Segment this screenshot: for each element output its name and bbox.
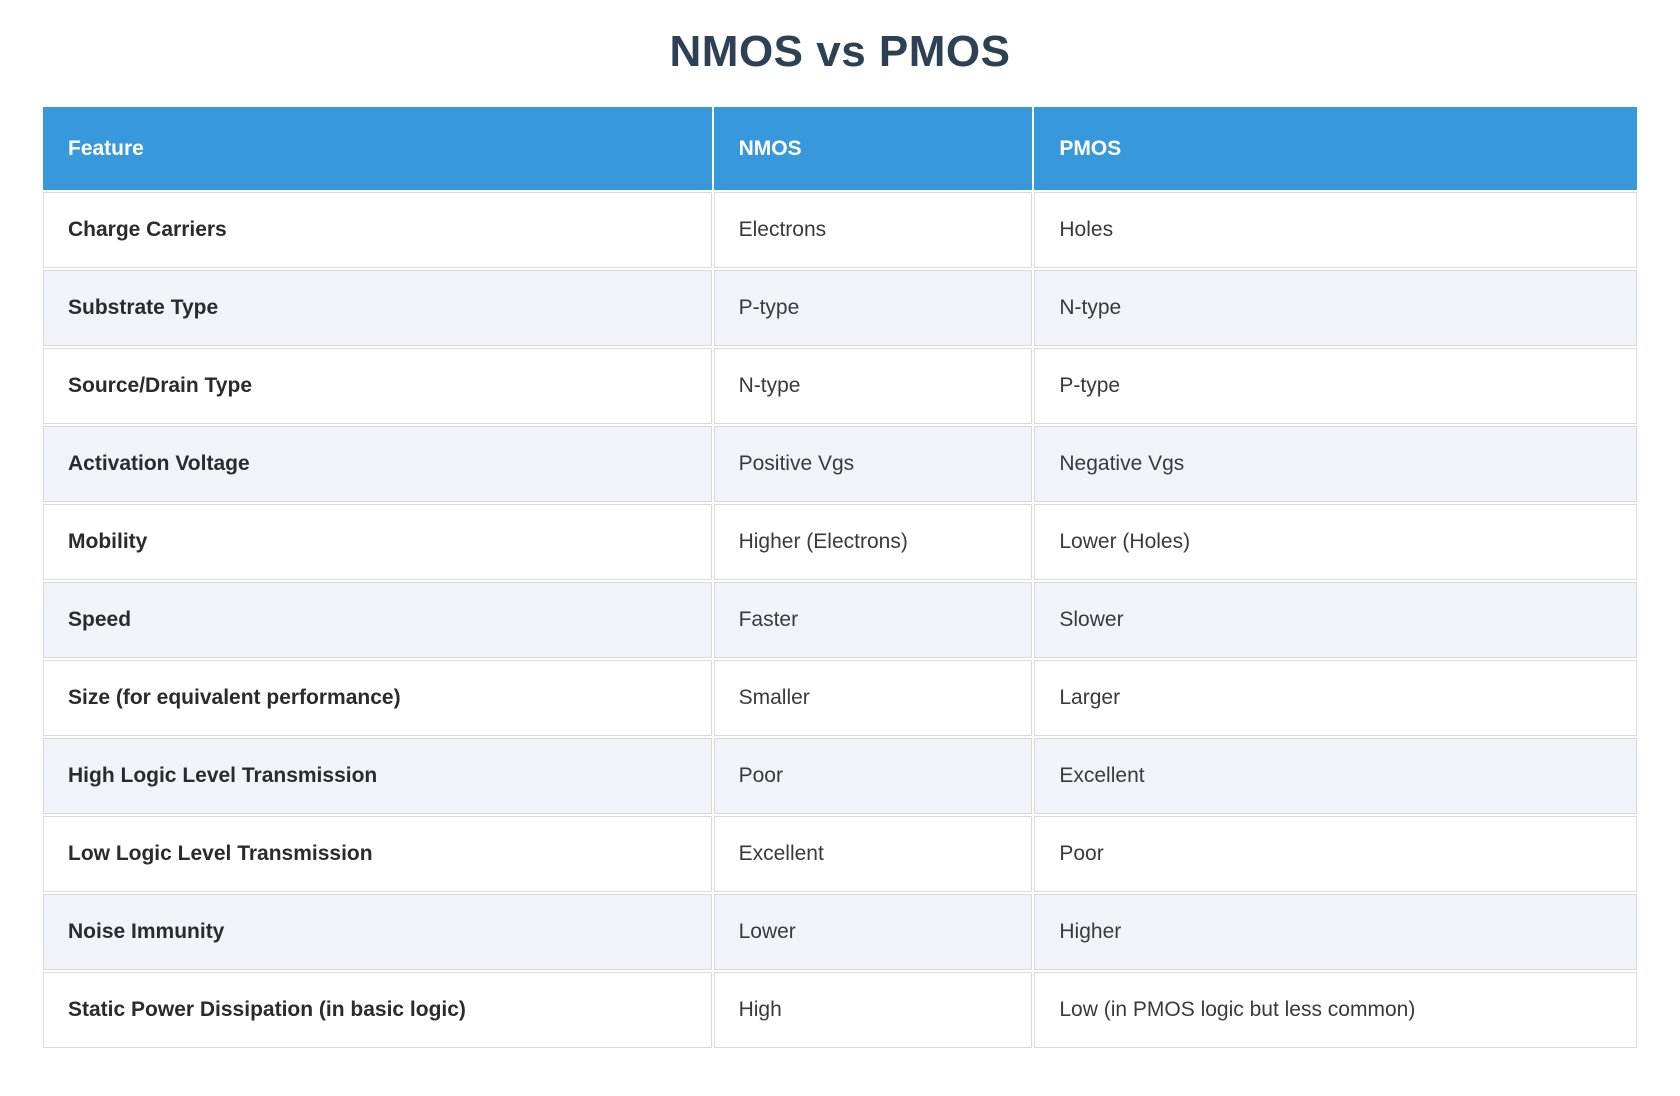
pmos-value-cell: Higher: [1034, 894, 1637, 970]
table-row: Static Power Dissipation (in basic logic…: [43, 972, 1637, 1048]
feature-cell: Speed: [43, 582, 712, 658]
pmos-value-cell: Low (in PMOS logic but less common): [1034, 972, 1637, 1048]
pmos-value-cell: Negative Vgs: [1034, 426, 1637, 502]
column-header-pmos: PMOS: [1034, 107, 1637, 190]
table-row: Activation Voltage Positive Vgs Negative…: [43, 426, 1637, 502]
page-title: NMOS vs PMOS: [669, 27, 1011, 76]
column-header-nmos: NMOS: [713, 107, 1033, 190]
nmos-value-cell: High: [713, 972, 1033, 1048]
table-row: Charge Carriers Electrons Holes: [43, 192, 1637, 268]
feature-cell: Substrate Type: [43, 270, 712, 346]
nmos-value-cell: Faster: [713, 582, 1033, 658]
table-row: Source/Drain Type N-type P-type: [43, 348, 1637, 424]
nmos-value-cell: P-type: [713, 270, 1033, 346]
nmos-value-cell: Positive Vgs: [713, 426, 1033, 502]
table-row: Noise Immunity Lower Higher: [43, 894, 1637, 970]
feature-cell: Low Logic Level Transmission: [43, 816, 712, 892]
feature-cell: Source/Drain Type: [43, 348, 712, 424]
pmos-value-cell: N-type: [1034, 270, 1637, 346]
feature-cell: Noise Immunity: [43, 894, 712, 970]
nmos-value-cell: N-type: [713, 348, 1033, 424]
column-header-feature: Feature: [43, 107, 712, 190]
feature-cell: Size (for equivalent performance): [43, 660, 712, 736]
table-row: High Logic Level Transmission Poor Excel…: [43, 738, 1637, 814]
table-container: Feature NMOS PMOS Charge Carriers Electr…: [41, 105, 1639, 1050]
pmos-value-cell: Slower: [1034, 582, 1637, 658]
pmos-value-cell: Larger: [1034, 660, 1637, 736]
pmos-value-cell: Holes: [1034, 192, 1637, 268]
pmos-value-cell: Excellent: [1034, 738, 1637, 814]
feature-cell: Mobility: [43, 504, 712, 580]
feature-cell: Static Power Dissipation (in basic logic…: [43, 972, 712, 1048]
feature-cell: High Logic Level Transmission: [43, 738, 712, 814]
nmos-value-cell: Higher (Electrons): [713, 504, 1033, 580]
table-row: Size (for equivalent performance) Smalle…: [43, 660, 1637, 736]
nmos-value-cell: Smaller: [713, 660, 1033, 736]
header-row: Feature NMOS PMOS: [43, 107, 1637, 190]
pmos-value-cell: P-type: [1034, 348, 1637, 424]
table-row: Speed Faster Slower: [43, 582, 1637, 658]
pmos-value-cell: Poor: [1034, 816, 1637, 892]
table-row: Substrate Type P-type N-type: [43, 270, 1637, 346]
comparison-table: Feature NMOS PMOS Charge Carriers Electr…: [41, 105, 1639, 1050]
nmos-value-cell: Excellent: [713, 816, 1033, 892]
nmos-value-cell: Poor: [713, 738, 1033, 814]
table-row: Low Logic Level Transmission Excellent P…: [43, 816, 1637, 892]
nmos-value-cell: Lower: [713, 894, 1033, 970]
table-row: Mobility Higher (Electrons) Lower (Holes…: [43, 504, 1637, 580]
feature-cell: Charge Carriers: [43, 192, 712, 268]
nmos-value-cell: Electrons: [713, 192, 1033, 268]
feature-cell: Activation Voltage: [43, 426, 712, 502]
pmos-value-cell: Lower (Holes): [1034, 504, 1637, 580]
